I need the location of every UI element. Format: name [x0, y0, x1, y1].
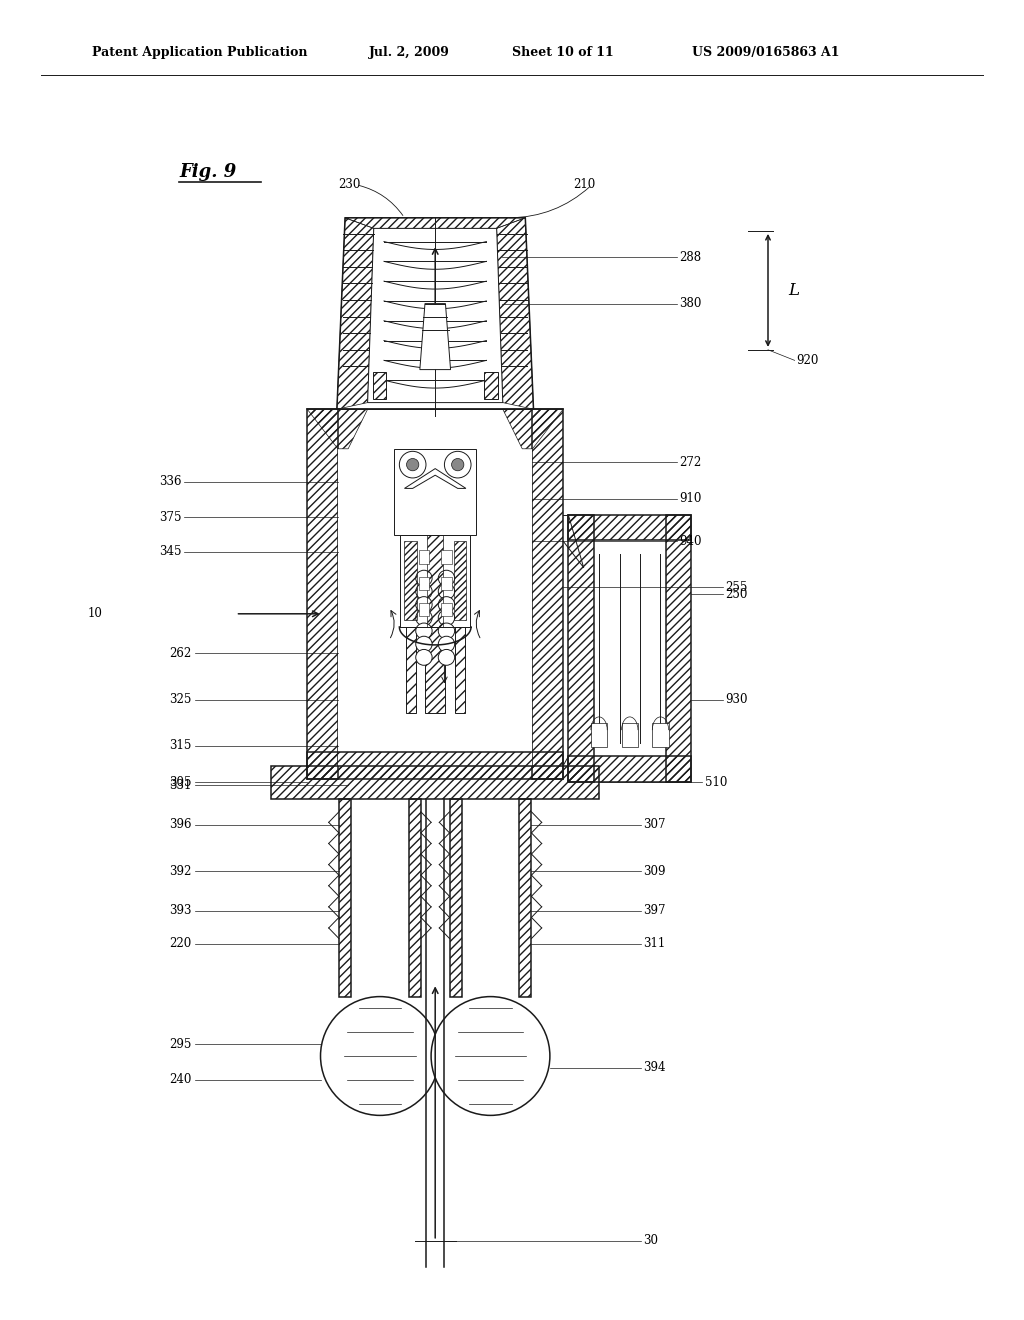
Bar — [338, 449, 532, 766]
Text: 397: 397 — [643, 904, 666, 917]
Ellipse shape — [416, 636, 432, 652]
Text: L: L — [788, 282, 800, 298]
Text: 272: 272 — [679, 455, 701, 469]
Bar — [450, 799, 462, 997]
Text: 910: 910 — [679, 492, 701, 506]
Ellipse shape — [416, 649, 432, 665]
Bar — [532, 409, 563, 779]
Ellipse shape — [438, 649, 455, 665]
Ellipse shape — [416, 623, 432, 639]
Text: 305: 305 — [169, 776, 191, 788]
Text: Fig. 9: Fig. 9 — [179, 162, 237, 181]
Ellipse shape — [438, 623, 455, 639]
Bar — [568, 515, 594, 781]
Bar — [394, 449, 476, 535]
Ellipse shape — [416, 583, 432, 599]
Bar — [441, 550, 452, 564]
Circle shape — [431, 997, 550, 1115]
Bar — [519, 799, 531, 997]
Text: US 2009/0165863 A1: US 2009/0165863 A1 — [692, 46, 840, 59]
Bar — [427, 535, 443, 627]
Text: 220: 220 — [169, 937, 191, 950]
Bar — [373, 372, 386, 399]
Text: 288: 288 — [679, 251, 701, 264]
Ellipse shape — [416, 597, 432, 612]
Bar — [652, 723, 669, 747]
Text: 380: 380 — [679, 297, 701, 310]
Circle shape — [444, 451, 471, 478]
Text: 309: 309 — [643, 865, 666, 878]
Bar — [339, 799, 351, 997]
Bar — [425, 449, 445, 713]
Bar — [406, 502, 416, 713]
Circle shape — [452, 458, 464, 471]
Text: 240: 240 — [169, 1073, 191, 1086]
Text: 940: 940 — [679, 535, 701, 548]
Ellipse shape — [416, 570, 432, 586]
Bar — [419, 603, 429, 616]
Polygon shape — [420, 304, 451, 370]
Text: 325: 325 — [169, 693, 191, 706]
Ellipse shape — [438, 610, 455, 626]
Bar — [419, 550, 429, 564]
Bar — [441, 603, 452, 616]
Bar — [484, 372, 498, 399]
Text: 345: 345 — [159, 545, 181, 558]
Ellipse shape — [438, 597, 455, 612]
Circle shape — [407, 458, 419, 471]
Text: 510: 510 — [705, 776, 727, 788]
Bar — [400, 535, 470, 627]
Ellipse shape — [416, 610, 432, 626]
Text: 30: 30 — [643, 1234, 658, 1247]
Circle shape — [321, 997, 439, 1115]
Ellipse shape — [438, 636, 455, 652]
Bar — [307, 409, 338, 779]
Text: 230: 230 — [338, 178, 360, 191]
Polygon shape — [368, 228, 503, 403]
Bar — [591, 723, 607, 747]
Text: 394: 394 — [643, 1061, 666, 1074]
Text: 375: 375 — [159, 511, 181, 524]
Circle shape — [399, 451, 426, 478]
Text: 262: 262 — [169, 647, 191, 660]
Polygon shape — [337, 218, 534, 409]
Bar — [666, 515, 691, 781]
Text: 920: 920 — [797, 354, 819, 367]
Bar — [455, 502, 465, 713]
Text: 930: 930 — [725, 693, 748, 706]
Ellipse shape — [438, 570, 455, 586]
Text: Patent Application Publication: Patent Application Publication — [92, 46, 307, 59]
Bar — [454, 541, 466, 620]
Text: 255: 255 — [725, 581, 748, 594]
Ellipse shape — [438, 583, 455, 599]
Text: 210: 210 — [573, 178, 596, 191]
Text: 10: 10 — [87, 607, 102, 620]
Bar — [409, 799, 421, 997]
Text: 331: 331 — [169, 779, 191, 792]
Bar — [271, 766, 599, 799]
Text: Jul. 2, 2009: Jul. 2, 2009 — [370, 46, 450, 59]
Text: 311: 311 — [643, 937, 666, 950]
Text: 250: 250 — [725, 587, 748, 601]
Text: 396: 396 — [169, 818, 191, 832]
Polygon shape — [404, 469, 466, 488]
Text: 392: 392 — [169, 865, 191, 878]
Bar — [441, 577, 452, 590]
Text: 393: 393 — [169, 904, 191, 917]
Text: 295: 295 — [169, 1038, 191, 1051]
Text: 336: 336 — [159, 475, 181, 488]
Bar — [419, 577, 429, 590]
Bar — [568, 756, 691, 781]
Bar — [307, 752, 563, 779]
Text: 307: 307 — [643, 818, 666, 832]
Bar — [568, 515, 691, 540]
Bar — [404, 541, 417, 620]
Text: Sheet 10 of 11: Sheet 10 of 11 — [512, 46, 614, 59]
Text: 315: 315 — [169, 739, 191, 752]
Bar — [622, 723, 638, 747]
